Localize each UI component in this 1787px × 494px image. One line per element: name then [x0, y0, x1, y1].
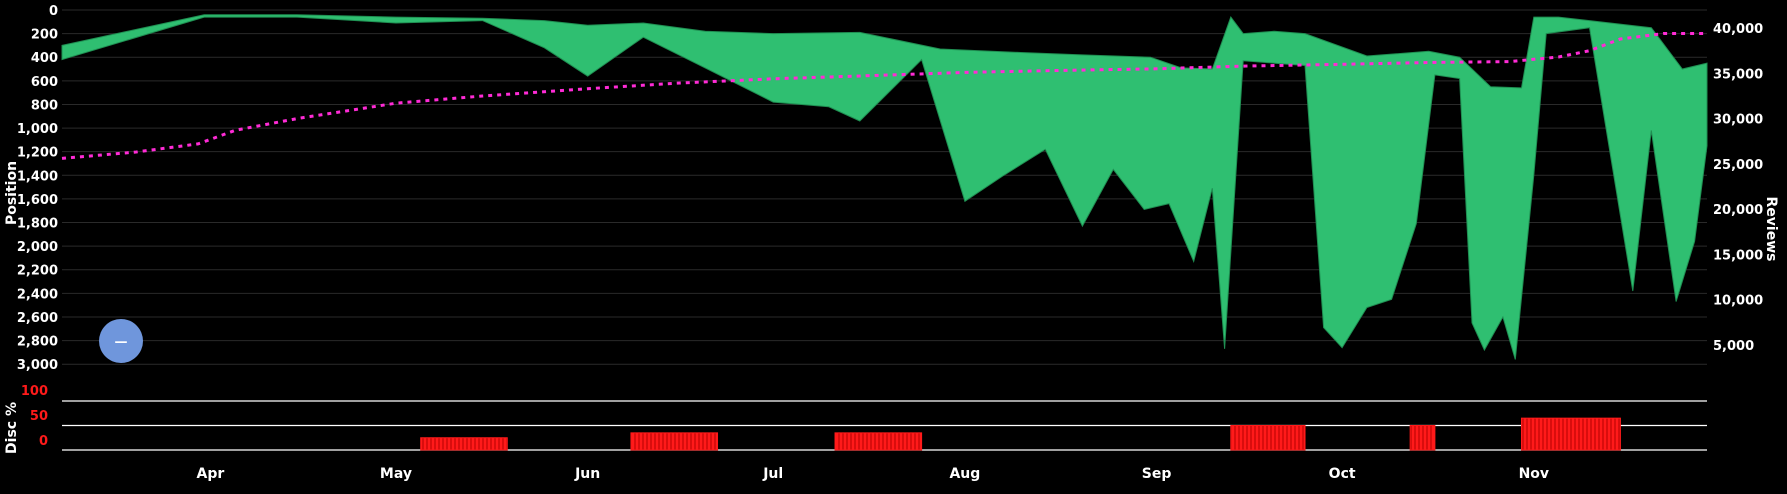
disc-tick-label: 50	[30, 409, 48, 424]
disc-tick-label: 100	[21, 384, 48, 399]
position-tick-label: 1,600	[17, 193, 58, 208]
discount-bar	[1230, 425, 1306, 451]
discount-bar	[630, 432, 719, 451]
zoom-out-icon: —	[115, 335, 128, 350]
month-tick-label: Jul	[762, 466, 783, 482]
position-area	[61, 14, 1708, 360]
position-tick-label: 200	[31, 28, 58, 43]
month-tick-label: Sep	[1142, 466, 1172, 482]
month-tick-label: Jun	[574, 466, 600, 482]
position-tick-label: 1,400	[17, 169, 58, 184]
month-tick-label: Nov	[1519, 466, 1549, 482]
grid-lines	[62, 9, 1707, 365]
reviews-tick-label: 5,000	[1713, 339, 1754, 354]
reviews-axis-ticks: 5,000 10,000 15,000 20,000 25,000 30,000 35,00…	[1713, 22, 1763, 354]
disc-tick-label: 0	[39, 434, 48, 449]
reviews-axis-title: Reviews	[1763, 197, 1779, 262]
month-tick-label: May	[380, 466, 412, 482]
month-tick-label: Apr	[197, 466, 225, 482]
reviews-line	[61, 32, 1707, 160]
position-tick-label: 2,600	[17, 311, 58, 326]
reviews-tick-label: 30,000	[1713, 113, 1763, 128]
month-tick-label: Oct	[1329, 466, 1356, 482]
position-tick-label: 400	[31, 51, 58, 66]
disc-axis-title: Disc %	[4, 402, 20, 454]
position-tick-label: 0	[49, 4, 58, 19]
position-axis-ticks: 0 200 400 600 800 1,000 1,200 1,400 1,600 1,800 2,…	[17, 4, 58, 373]
discount-bar	[1409, 425, 1436, 451]
discount-bar	[420, 437, 508, 451]
position-tick-label: 2,400	[17, 287, 58, 302]
reviews-tick-label: 15,000	[1713, 248, 1763, 263]
zoom-out-button[interactable]: —	[99, 319, 143, 363]
position-tick-label: 2,200	[17, 264, 58, 279]
position-tick-label: 1,800	[17, 217, 58, 232]
x-axis-month-ticks: Apr May Jun Jul Aug Sep Oct Nov	[197, 466, 1550, 482]
reviews-tick-label: 40,000	[1713, 22, 1763, 37]
position-tick-label: 800	[31, 98, 58, 113]
reviews-tick-label: 25,000	[1713, 158, 1763, 173]
reviews-tick-label: 20,000	[1713, 203, 1763, 218]
position-tick-label: 3,000	[17, 358, 58, 373]
disc-panel	[62, 400, 1707, 451]
position-tick-label: 1,200	[17, 146, 58, 161]
reviews-tick-label: 10,000	[1713, 294, 1763, 309]
position-tick-label: 2,000	[17, 240, 58, 255]
month-tick-label: Aug	[949, 466, 980, 482]
position-tick-label: 600	[31, 75, 58, 90]
reviews-tick-label: 35,000	[1713, 67, 1763, 82]
position-axis-title: Position	[4, 161, 20, 225]
discount-bar	[1520, 417, 1621, 451]
position-tick-label: 1,000	[17, 122, 58, 137]
discount-bar	[834, 432, 923, 451]
disc-axis-ticks: 100 50 0	[21, 384, 48, 449]
position-tick-label: 2,800	[17, 335, 58, 350]
